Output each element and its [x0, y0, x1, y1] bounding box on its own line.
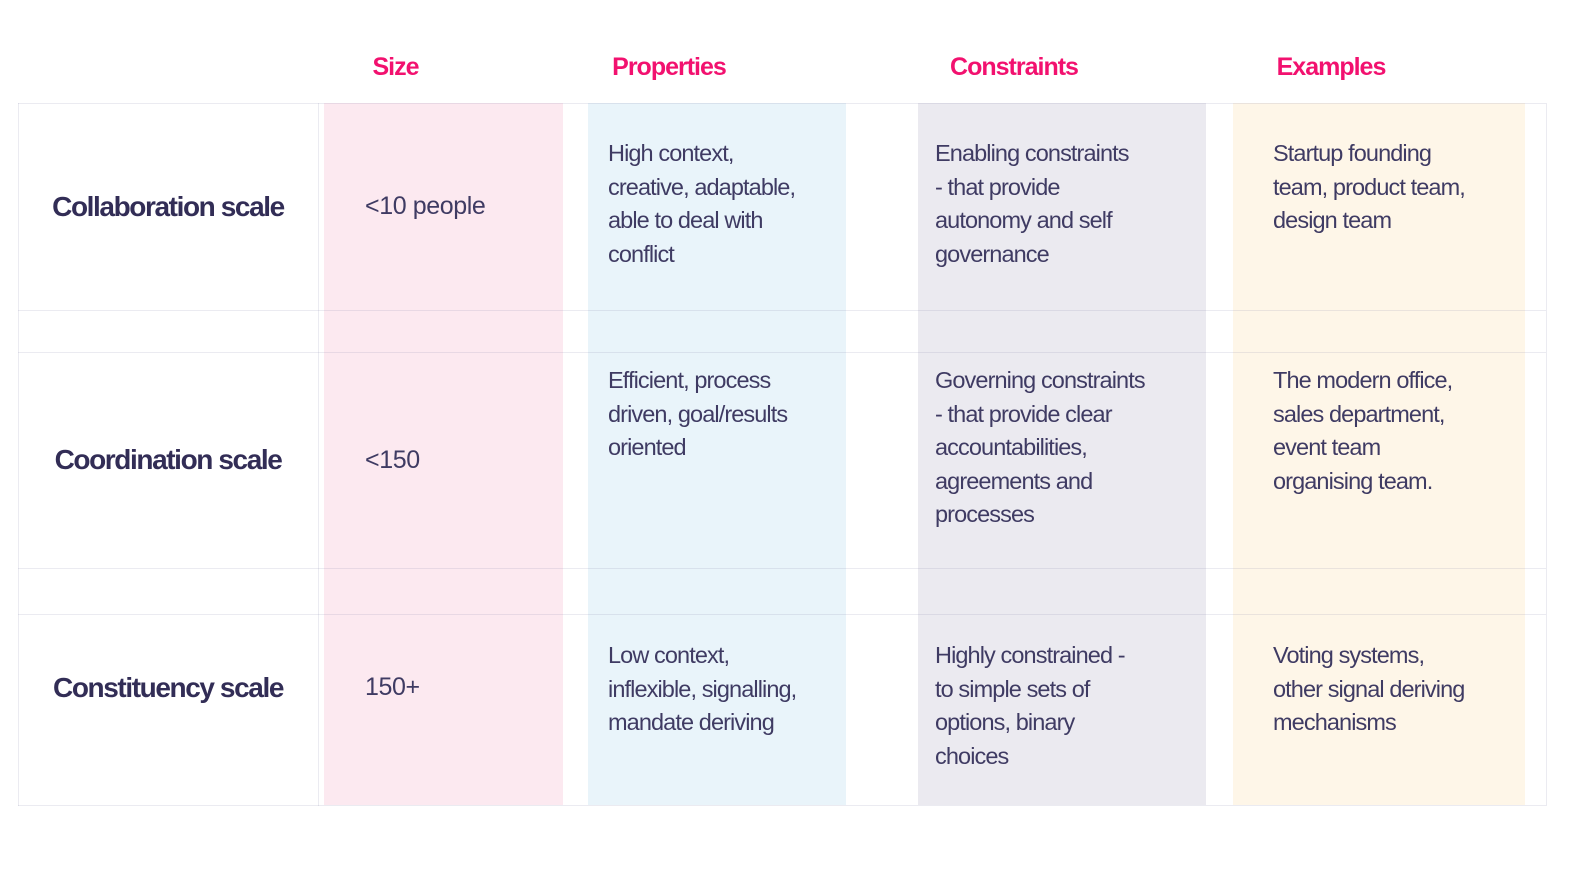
- properties-text: Efficient, process driven, goal/results …: [608, 367, 788, 460]
- table-border-top: [18, 103, 1546, 104]
- row-divider: [18, 352, 1546, 353]
- row-divider: [18, 310, 1546, 311]
- properties-cell: High context, creative, adaptable, able …: [608, 103, 840, 344]
- row-divider: [18, 568, 1546, 569]
- column-header-examples: Examples: [1276, 52, 1387, 81]
- row-label-coordination-scale: Coordination scale: [18, 352, 318, 568]
- constraints-cell: Enabling constraints - that provide auto…: [935, 103, 1201, 344]
- row-label-text: Coordination scale: [54, 444, 283, 475]
- column-header-size: Size: [372, 52, 419, 81]
- examples-column-band: [1233, 103, 1525, 805]
- size-cell: 150+: [365, 614, 555, 805]
- row-label-text: Constituency scale: [53, 671, 284, 703]
- table-border-left: [18, 103, 19, 806]
- size-value: 150+: [365, 673, 420, 701]
- constraints-text: Enabling constraints - that provide auto…: [935, 140, 1130, 267]
- properties-text: Low context, inflexible, signalling, man…: [608, 642, 797, 735]
- constraints-text: Governing constraints - that provide cle…: [935, 367, 1146, 527]
- size-cell: <10 people: [365, 103, 555, 310]
- row-label-collaboration-scale: Collaboration scale: [18, 103, 318, 310]
- column-header-constraints: Constraints: [950, 52, 1079, 81]
- size-column-band: [324, 103, 563, 805]
- properties-text: High context, creative, adaptable, able …: [608, 140, 796, 267]
- examples-cell: Voting systems, other signal deriving me…: [1273, 614, 1521, 830]
- examples-text: The modern office, sales department, eve…: [1273, 367, 1453, 494]
- column-header-properties: Properties: [612, 52, 727, 81]
- size-cell: <150: [365, 352, 555, 568]
- row-divider: [18, 614, 1546, 615]
- properties-cell: Low context, inflexible, signalling, man…: [608, 614, 840, 830]
- size-value: <10 people: [365, 192, 486, 220]
- examples-text: Voting systems, other signal deriving me…: [1273, 642, 1465, 735]
- properties-cell: Efficient, process driven, goal/results …: [608, 352, 840, 580]
- properties-column-band: [588, 103, 846, 805]
- constraints-cell: Governing constraints - that provide cle…: [935, 352, 1201, 580]
- examples-text: Startup founding team, product team, des…: [1273, 140, 1466, 233]
- row-label-constituency-scale: Constituency scale: [18, 614, 318, 805]
- label-column-divider: [318, 103, 319, 806]
- table-border-right: [1546, 103, 1547, 806]
- constraints-column-band: [918, 103, 1206, 805]
- table-border-bottom: [18, 805, 1546, 806]
- constraints-text: Highly constrained - to simple sets of o…: [935, 642, 1126, 769]
- row-label-text: Collaboration scale: [52, 190, 285, 222]
- examples-cell: The modern office, sales department, eve…: [1273, 352, 1521, 580]
- size-value: <150: [365, 445, 420, 474]
- constraints-cell: Highly constrained - to simple sets of o…: [935, 614, 1201, 830]
- examples-cell: Startup founding team, product team, des…: [1273, 103, 1521, 344]
